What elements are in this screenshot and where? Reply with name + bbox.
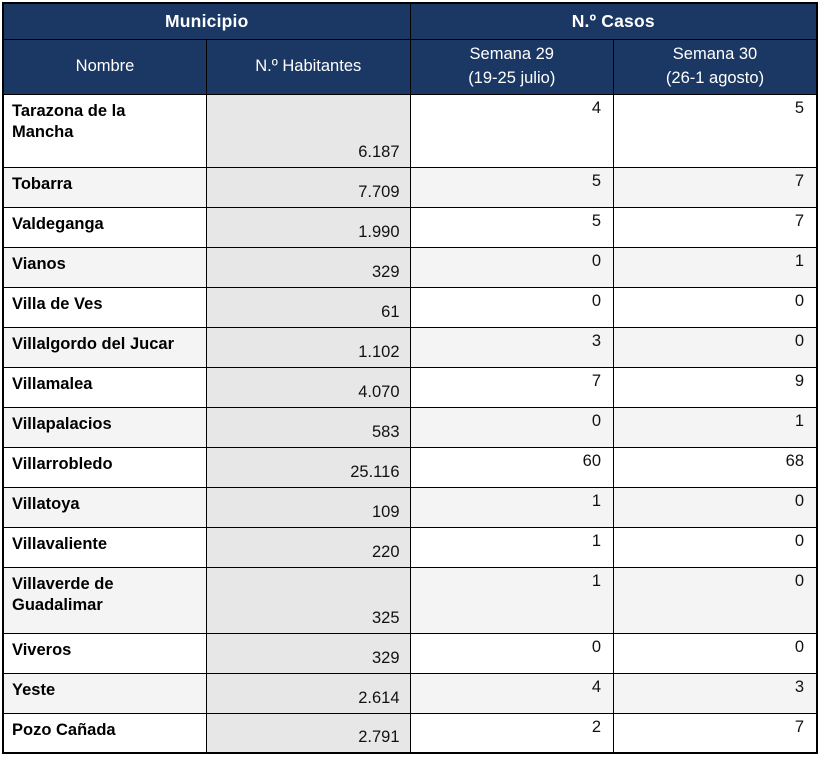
cell-habitantes: 1.102 — [206, 326, 411, 368]
table-body: Tarazona de la Mancha 6.187 4 5 Tobarra … — [2, 93, 818, 754]
table-row: Viveros 329 0 0 — [2, 632, 818, 674]
table-row: Villaverde de Guadalimar 325 1 0 — [2, 566, 818, 634]
table-row: Villamalea 4.070 7 9 — [2, 366, 818, 408]
table-header: Municipio N.º Casos Nombre N.º Habitante… — [2, 2, 818, 95]
cell-semana-30: 7 — [613, 712, 818, 754]
table-row: Villarrobledo 25.116 60 68 — [2, 446, 818, 488]
cell-semana-30: 0 — [613, 566, 818, 634]
cell-semana-30: 0 — [613, 486, 818, 528]
column-header-habitantes: N.º Habitantes — [206, 38, 411, 95]
cell-nombre: Valdeganga — [2, 206, 207, 248]
cell-semana-30: 0 — [613, 526, 818, 568]
cell-habitantes: 6.187 — [206, 93, 411, 168]
cell-nombre: Villarrobledo — [2, 446, 207, 488]
cell-semana-30: 0 — [613, 632, 818, 674]
cell-semana-29: 0 — [409, 406, 614, 448]
table-row: Villapalacios 583 0 1 — [2, 406, 818, 448]
cell-semana-29: 1 — [409, 486, 614, 528]
column-header-nombre: Nombre — [2, 38, 207, 95]
cell-nombre: Villaverde de Guadalimar — [2, 566, 207, 634]
column-header-semana-29: Semana 29 (19-25 julio) — [409, 38, 614, 95]
cell-semana-30: 68 — [613, 446, 818, 488]
cell-nombre: Tobarra — [2, 166, 207, 208]
cell-semana-29: 7 — [409, 366, 614, 408]
municipios-cases-table: Municipio N.º Casos Nombre N.º Habitante… — [2, 2, 818, 754]
cell-nombre: Villalgordo del Jucar — [2, 326, 207, 368]
cell-semana-29: 0 — [409, 286, 614, 328]
cell-habitantes: 220 — [206, 526, 411, 568]
cell-nombre: Villavaliente — [2, 526, 207, 568]
table-row: Vianos 329 0 1 — [2, 246, 818, 288]
cell-nombre: Tarazona de la Mancha — [2, 93, 207, 168]
column-header-row: Nombre N.º Habitantes Semana 29 (19-25 j… — [2, 38, 818, 95]
cell-nombre: Villapalacios — [2, 406, 207, 448]
cell-semana-30: 5 — [613, 93, 818, 168]
table-row: Pozo Cañada 2.791 2 7 — [2, 712, 818, 754]
table-row: Villavaliente 220 1 0 — [2, 526, 818, 568]
column-header-semana-30: Semana 30 (26-1 agosto) — [613, 38, 818, 95]
cell-nombre: Villa de Ves — [2, 286, 207, 328]
table-row: Villalgordo del Jucar 1.102 3 0 — [2, 326, 818, 368]
cell-habitantes: 1.990 — [206, 206, 411, 248]
cell-habitantes: 329 — [206, 246, 411, 288]
table-row: Villa de Ves 61 0 0 — [2, 286, 818, 328]
cell-semana-29: 5 — [409, 206, 614, 248]
cell-semana-29: 1 — [409, 566, 614, 634]
table-row: Villatoya 109 1 0 — [2, 486, 818, 528]
cell-habitantes: 329 — [206, 632, 411, 674]
cell-nombre: Yeste — [2, 672, 207, 714]
cell-semana-29: 2 — [409, 712, 614, 754]
cell-semana-29: 60 — [409, 446, 614, 488]
header-group-casos: N.º Casos — [409, 2, 818, 40]
cell-habitantes: 583 — [206, 406, 411, 448]
cell-semana-30: 9 — [613, 366, 818, 408]
header-group-row: Municipio N.º Casos — [2, 2, 818, 40]
cell-semana-29: 4 — [409, 93, 614, 168]
cell-semana-29: 0 — [409, 632, 614, 674]
cell-nombre: Pozo Cañada — [2, 712, 207, 754]
cell-semana-30: 7 — [613, 206, 818, 248]
cell-semana-30: 7 — [613, 166, 818, 208]
cell-habitantes: 25.116 — [206, 446, 411, 488]
cell-semana-30: 0 — [613, 286, 818, 328]
cell-habitantes: 4.070 — [206, 366, 411, 408]
table-row: Yeste 2.614 4 3 — [2, 672, 818, 714]
cell-habitantes: 2.614 — [206, 672, 411, 714]
cell-semana-29: 5 — [409, 166, 614, 208]
cell-nombre: Vianos — [2, 246, 207, 288]
cell-semana-29: 3 — [409, 326, 614, 368]
cell-habitantes: 325 — [206, 566, 411, 634]
table-row: Valdeganga 1.990 5 7 — [2, 206, 818, 248]
cell-semana-29: 1 — [409, 526, 614, 568]
cell-habitantes: 2.791 — [206, 712, 411, 754]
cell-semana-30: 3 — [613, 672, 818, 714]
table-row: Tobarra 7.709 5 7 — [2, 166, 818, 208]
cell-habitantes: 61 — [206, 286, 411, 328]
cell-semana-30: 1 — [613, 406, 818, 448]
cell-semana-29: 0 — [409, 246, 614, 288]
cell-nombre: Viveros — [2, 632, 207, 674]
header-group-municipio: Municipio — [2, 2, 411, 40]
cell-nombre: Villatoya — [2, 486, 207, 528]
cell-semana-30: 1 — [613, 246, 818, 288]
table-row: Tarazona de la Mancha 6.187 4 5 — [2, 93, 818, 168]
cell-semana-30: 0 — [613, 326, 818, 368]
cell-habitantes: 7.709 — [206, 166, 411, 208]
cell-habitantes: 109 — [206, 486, 411, 528]
cell-nombre: Villamalea — [2, 366, 207, 408]
cell-semana-29: 4 — [409, 672, 614, 714]
